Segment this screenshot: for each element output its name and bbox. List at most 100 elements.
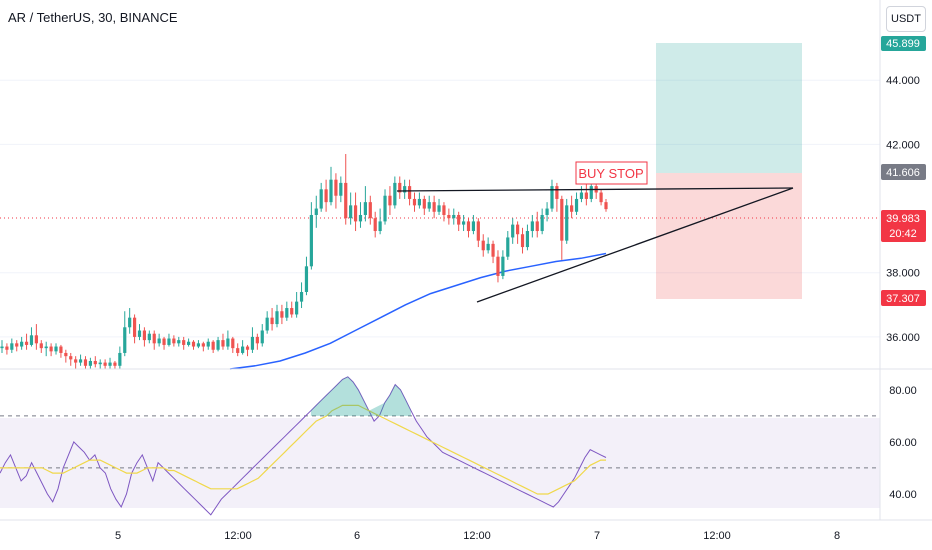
candle-body (211, 341, 215, 350)
current-price-label: 39.983 (886, 213, 920, 225)
target-price-label: 45.899 (886, 38, 920, 50)
candle-body (353, 205, 358, 222)
candle-body (59, 346, 63, 353)
candle-body (407, 186, 412, 199)
candle-body (452, 214, 456, 219)
stop-price-label: 37.307 (886, 293, 920, 305)
time-tick-label: 8 (834, 530, 840, 542)
candle-body (15, 343, 19, 347)
candle-body (457, 214, 461, 225)
candle-body (471, 221, 476, 232)
candle-body (93, 360, 97, 365)
candle-body (334, 179, 338, 196)
price-tick-label: 42.000 (886, 139, 920, 151)
candle-body (191, 341, 196, 347)
candle-body (383, 195, 387, 222)
time-tick-label: 6 (354, 530, 360, 542)
support-line[interactable] (476, 187, 794, 303)
candle-body (481, 240, 485, 251)
candle-body (319, 189, 323, 209)
candle-body (393, 182, 397, 206)
candle-body (299, 291, 304, 302)
candle-body (44, 346, 48, 349)
stop-zone[interactable] (656, 173, 802, 299)
price-axis[interactable]: 44.000 42.000 38.000 36.000 (886, 75, 920, 344)
candle-body (363, 202, 367, 215)
candle-body (226, 338, 230, 347)
candle-body (172, 338, 176, 344)
current-price-badge (881, 210, 926, 242)
rsi-tick-label: 60.00 (889, 437, 917, 449)
price-tick-label: 44.000 (886, 75, 920, 87)
moving-average-line (229, 252, 607, 370)
candle-body (358, 214, 363, 222)
candle-body (24, 341, 29, 345)
candle-body (570, 205, 574, 212)
candle-body (128, 317, 132, 328)
candle-body (589, 186, 593, 199)
candle-body (422, 198, 426, 209)
candle-body (511, 224, 515, 238)
candle-body (290, 308, 294, 315)
candle-body (432, 202, 436, 212)
candle-body (329, 179, 333, 203)
candle-body (201, 343, 205, 347)
candle-body (476, 221, 480, 241)
candle-body (147, 333, 151, 341)
candle-body (103, 362, 107, 366)
candle-body (206, 341, 210, 347)
candle-body (236, 348, 240, 353)
candle-body (88, 360, 92, 366)
candle-body (466, 221, 471, 232)
currency-button[interactable]: USDT (886, 6, 926, 32)
candle-body (167, 338, 171, 345)
time-tick-label: 12:00 (224, 530, 252, 542)
candle-body (584, 192, 588, 199)
candle-body (157, 338, 161, 344)
candlestick-series (0, 154, 608, 369)
candle-body (123, 327, 127, 353)
candle-body (34, 335, 38, 344)
candle-body (368, 202, 372, 219)
candle-body (565, 205, 569, 241)
candle-body (241, 346, 245, 353)
time-axis[interactable]: 5 12:00 6 12:00 7 12:00 8 (115, 530, 840, 542)
candle-body (49, 346, 53, 352)
candle-body (275, 311, 279, 325)
candle-body (78, 359, 83, 363)
candle-body (39, 343, 43, 349)
candle-body (388, 195, 392, 206)
target-price-badge (881, 36, 926, 51)
candle-body (216, 340, 220, 350)
candle-body (530, 221, 534, 232)
candle-body (574, 198, 579, 212)
buy-stop-annotation-box[interactable] (575, 161, 648, 185)
rsi-axis[interactable]: 80.00 60.00 40.00 (889, 385, 917, 501)
candle-body (113, 362, 117, 366)
candle-body (344, 182, 348, 219)
entry-price-badge (881, 164, 926, 180)
candle-body (187, 341, 191, 345)
candle-body (196, 343, 201, 347)
price-tick-label: 36.000 (886, 332, 920, 344)
candle-body (20, 341, 24, 347)
candle-body (461, 221, 466, 225)
time-tick-label: 12:00 (463, 530, 491, 542)
price-grid (0, 79, 880, 338)
candle-body (339, 182, 343, 196)
candle-body (427, 202, 431, 209)
candle-body (260, 330, 264, 344)
candle-body (304, 266, 309, 292)
time-tick-label: 7 (594, 530, 600, 542)
candle-body (555, 186, 559, 199)
candle-body (417, 198, 421, 206)
rsi-tick-label: 40.00 (889, 489, 917, 501)
resistance-line[interactable] (396, 187, 794, 192)
candle-body (349, 205, 353, 219)
target-zone[interactable] (656, 43, 802, 173)
candle-body (280, 311, 284, 318)
rsi-tick-label: 80.00 (889, 385, 917, 397)
candle-body (437, 205, 441, 212)
candle-body (314, 208, 318, 215)
